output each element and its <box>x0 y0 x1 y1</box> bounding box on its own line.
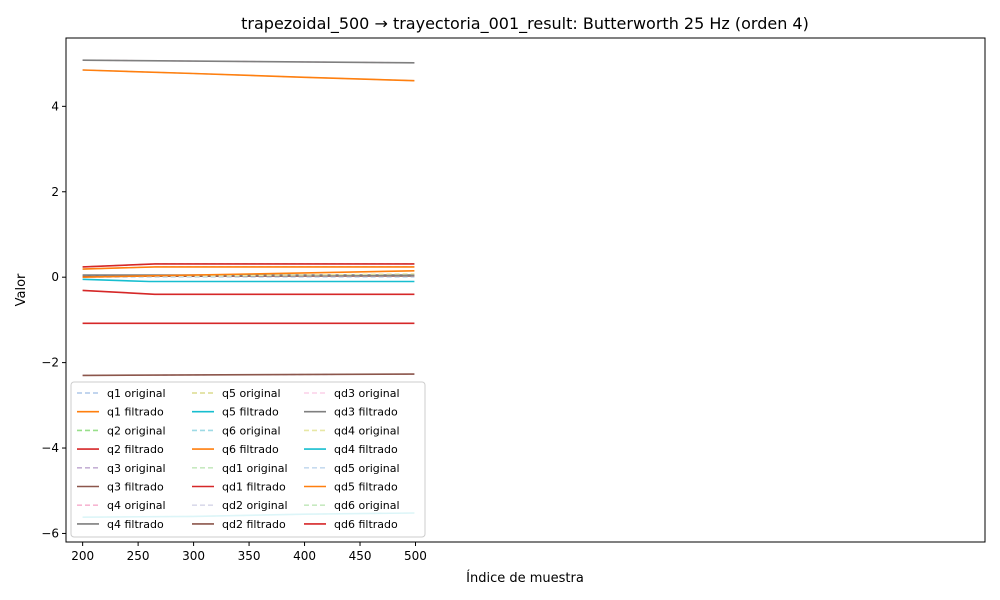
series-line-q6-filtrado <box>82 266 415 270</box>
series-line-q3-filtrado <box>82 373 415 377</box>
legend-entry: qd4 filtrado <box>334 443 398 456</box>
series-line-qd1-filtrado <box>82 289 415 296</box>
legend-entry: q6 filtrado <box>222 443 279 456</box>
x-tick-label: 300 <box>182 549 205 563</box>
series-line-qd5-filtrado <box>82 270 415 278</box>
y-tick-label: −2 <box>41 356 59 370</box>
legend-entry: q5 filtrado <box>222 406 279 419</box>
legend-entry: q3 original <box>107 462 166 475</box>
x-tick-label: 200 <box>71 549 94 563</box>
x-tick-label: 450 <box>349 549 372 563</box>
legend-entry: qd5 filtrado <box>334 481 398 494</box>
legend-entry: qd3 original <box>334 387 400 400</box>
series-line-qd4-original <box>82 273 415 278</box>
chart-title: trapezoidal_500 → trayectoria_001_result… <box>241 14 809 34</box>
legend-entry: qd6 filtrado <box>334 518 398 531</box>
legend-entry: qd4 original <box>334 424 400 437</box>
series-line-q4-filtrado <box>82 59 415 64</box>
x-tick-label: 250 <box>127 549 150 563</box>
legend-entry: qd3 filtrado <box>334 406 398 419</box>
x-tick-label: 350 <box>238 549 261 563</box>
x-tick-label: 400 <box>293 549 316 563</box>
x-tick-label: 500 <box>404 549 427 563</box>
legend-entry: q2 original <box>107 424 166 437</box>
series-line-q1-filtrado <box>82 69 415 82</box>
legend-entry: qd6 original <box>334 499 400 512</box>
y-tick-label: −4 <box>41 441 59 455</box>
plot-frame <box>65 37 986 543</box>
legend-entry: qd5 original <box>334 462 400 475</box>
series-line-q2-filtrado <box>82 263 415 268</box>
y-tick-label: −6 <box>41 526 59 540</box>
y-tick-label: 4 <box>51 99 59 113</box>
legend-entry: qd2 original <box>222 499 288 512</box>
x-axis-label: Índice de muestra <box>466 570 584 586</box>
legend-entry: q6 original <box>222 424 281 437</box>
y-axis-label: Valor <box>14 273 29 306</box>
y-axis: −6 −4 −2 0 2 4 <box>41 99 66 540</box>
legend-entry: q4 original <box>107 499 166 512</box>
legend-entry: q4 filtrado <box>107 518 164 531</box>
legend-box <box>70 381 426 538</box>
legend-entry: q2 filtrado <box>107 443 164 456</box>
legend-entry: q1 filtrado <box>107 406 164 419</box>
y-tick-label: 0 <box>51 270 59 284</box>
legend-entry: qd1 original <box>222 462 288 475</box>
x-axis: 200 250 300 350 400 450 500 <box>71 542 427 563</box>
y-tick-label: 2 <box>51 185 59 199</box>
legend-entry: qd1 filtrado <box>222 481 286 494</box>
legend: q1 original q1 filtrado q2 original q2 filt… <box>70 381 426 538</box>
legend-entry: q5 original <box>222 387 281 400</box>
series-line-qd4-filtrado <box>82 278 415 283</box>
legend-entry: q1 original <box>107 387 166 400</box>
legend-entry: qd2 filtrado <box>222 518 286 531</box>
legend-entry: q3 filtrado <box>107 481 164 494</box>
